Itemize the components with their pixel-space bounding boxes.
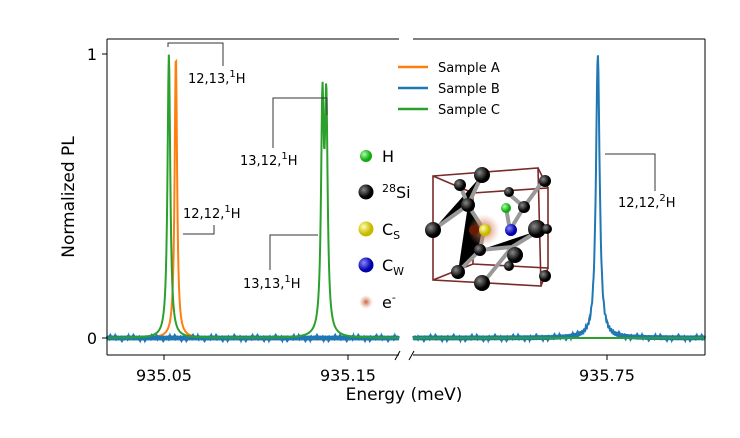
axis-break-mark [408,350,415,361]
peak-annotations: 12,13,1H 13,12,1H 12,12,1H 13,13,1H 12,1… [167,42,676,292]
atom-label: 28Si [382,182,411,202]
annotation-label: 13,12,1H [240,151,298,169]
y-tick-label: 1 [87,45,97,64]
atom-label: CW [382,256,404,278]
legend-label: Sample B [438,82,500,97]
carbon-w-atom-icon [358,257,374,273]
series-line-sample-c [107,54,400,339]
axis-break-mark [394,350,401,361]
atom-legend: H 28Si CS CW e- [358,147,411,312]
electron-icon [359,295,373,309]
annotation-label: 12,12,1H [183,204,241,222]
series-line-sample-b [412,55,706,344]
hydrogen-atom-icon [360,150,372,162]
y-tick-label: 0 [87,329,97,348]
series-line-sample-a [107,58,399,339]
x-tick-label: 935.75 [579,366,635,385]
series-curves [106,54,706,344]
carbon-s-atom-icon [358,221,374,237]
atom-label: CS [382,220,400,242]
atom-label: e- [382,291,396,312]
annotation-label: 12,12,2H [618,193,676,211]
x-axis-label: Energy (meV) [346,385,463,405]
axes-frame [102,38,706,361]
atom-label: H [382,147,394,166]
x-tick-label: 935.05 [136,366,192,385]
legend-label: Sample A [438,61,500,76]
x-tick-label: 935.15 [320,366,376,385]
crystal-structure-illustration [425,167,552,291]
legend-label: Sample C [438,103,500,118]
annotation-label: 13,13,1H [243,274,301,292]
silicon-atom-icon [358,184,374,200]
legend: Sample A Sample B Sample C [398,61,500,118]
annotation-label: 12,13,1H [188,69,246,87]
y-axis-label: Normalized PL [59,136,79,258]
